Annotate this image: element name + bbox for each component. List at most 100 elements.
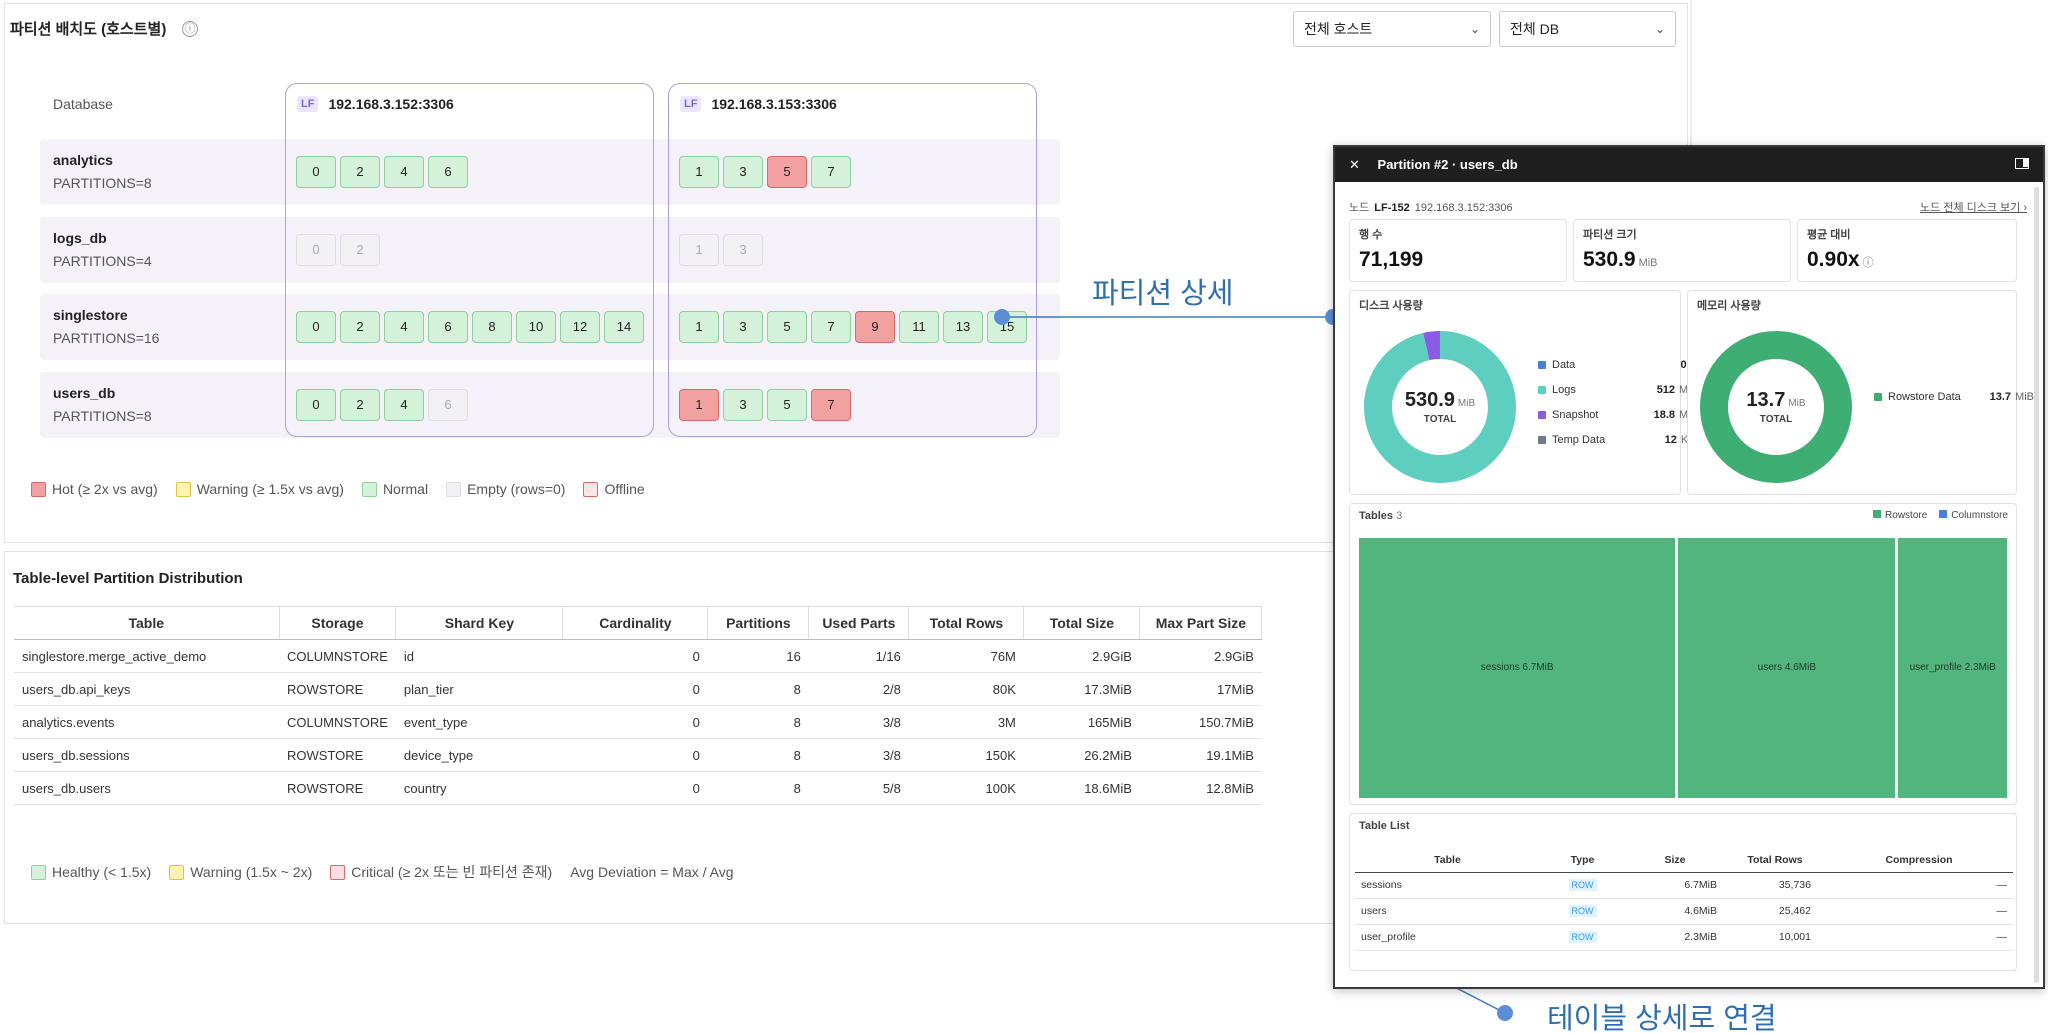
treemap-tile[interactable]: user_profile 2.3MiB (1898, 538, 2007, 798)
partition-cell[interactable]: 6 (428, 156, 468, 188)
info-icon[interactable]: ⓘ (182, 21, 198, 37)
column-header[interactable]: Type (1540, 849, 1625, 873)
table-name-link[interactable]: users (1355, 898, 1540, 925)
partition-cell[interactable]: 5 (767, 389, 807, 421)
partition-cell[interactable]: 1 (679, 156, 719, 188)
partition-cell[interactable]: 3 (723, 389, 763, 421)
table-cell: — (1825, 924, 2013, 951)
table-cell: ROW (1540, 898, 1625, 925)
table-list-row[interactable]: user_profile ROW 2.3MiB 10,001— (1355, 924, 2013, 951)
node-name: LF-152 (1374, 202, 1410, 214)
donut-legend-item: Temp Data12KiB (1538, 434, 1708, 446)
partition-cell[interactable]: 4 (384, 389, 424, 421)
table-row[interactable]: users_db.sessions ROWSTORE device_type 0 8 3/… (14, 738, 1262, 772)
partition-cell[interactable]: 6 (428, 311, 468, 343)
partition-cell[interactable]: 7 (811, 156, 851, 188)
type-badge: ROW (1568, 905, 1597, 917)
partition-cell[interactable]: 7 (811, 389, 851, 421)
table-cell: 0 (562, 672, 708, 706)
column-header[interactable]: Shard Key (395, 606, 564, 640)
partition-cell[interactable]: 5 (767, 156, 807, 188)
legend-swatch (1874, 393, 1882, 401)
partition-cell[interactable]: 2 (340, 389, 380, 421)
column-header[interactable]: Used Parts (808, 606, 910, 640)
table-cell: 0 (562, 738, 708, 772)
partition-cell[interactable]: 13 (943, 311, 983, 343)
table-row[interactable]: users_db.users ROWSTORE country 0 8 5/8 100K 18… (14, 771, 1262, 805)
table-name-link[interactable]: user_profile (1355, 924, 1540, 951)
partition-cell[interactable]: 14 (604, 311, 644, 343)
table-name-link[interactable]: sessions (1355, 872, 1540, 899)
column-header[interactable]: Size (1625, 849, 1725, 873)
partition-cell[interactable]: 1 (679, 234, 719, 266)
partition-cell[interactable]: 5 (767, 311, 807, 343)
treemap-tile[interactable]: users 4.6MiB (1678, 538, 1896, 798)
scrollbar[interactable] (2034, 187, 2039, 983)
db-filter-select[interactable]: 전체 DB ⌄ (1499, 11, 1676, 47)
partition-cell[interactable]: 4 (384, 156, 424, 188)
column-header[interactable]: Compression (1825, 849, 2013, 873)
table-cell: 76M (908, 639, 1024, 673)
close-icon[interactable]: ✕ (1349, 157, 1360, 172)
partition-cell[interactable]: 0 (296, 234, 336, 266)
legend-swatch (361, 481, 377, 497)
table-list-row[interactable]: sessions ROW 6.7MiB 35,736— (1355, 872, 2013, 899)
column-header[interactable]: Partitions (707, 606, 810, 640)
table-row[interactable]: users_db.api_keys ROWSTORE plan_tier 0 8 2/8 8… (14, 672, 1262, 706)
info-icon: ⓘ (1862, 257, 1874, 269)
table-row[interactable]: singlestore.merge_active_demo COLUMNSTORE… (14, 639, 1262, 673)
column-header[interactable]: Storage (279, 606, 397, 640)
column-header[interactable]: Total Size (1023, 606, 1141, 640)
partition-cell[interactable]: 2 (340, 234, 380, 266)
partition-cell[interactable]: 10 (516, 311, 556, 343)
table-cell: 5/8 (808, 771, 909, 805)
partition-cell[interactable]: 4 (384, 311, 424, 343)
partition-cell[interactable]: 3 (723, 234, 763, 266)
partition-cell[interactable]: 6 (428, 389, 468, 421)
db-partitions: PARTITIONS=8 (53, 175, 152, 191)
partition-cell[interactable]: 12 (560, 311, 600, 343)
partition-cell[interactable]: 7 (811, 311, 851, 343)
partition-cell[interactable]: 0 (296, 389, 336, 421)
partition-cell[interactable]: 1 (679, 311, 719, 343)
node-disk-link[interactable]: 노드 전체 디스크 보기 › (1920, 202, 2027, 214)
column-header[interactable]: Cardinality (562, 606, 709, 640)
placement-title: 파티션 배치도 (호스트별) (10, 21, 167, 38)
partition-cell[interactable]: 11 (899, 311, 939, 343)
partition-cell[interactable]: 9 (855, 311, 895, 343)
partition-cell[interactable]: 2 (340, 156, 380, 188)
stat-value: 530.9 MiB (1583, 248, 1658, 271)
legend-swatch (583, 481, 599, 497)
legend-label: Healthy (< 1.5x) (52, 864, 152, 880)
column-header[interactable]: Total Rows (1725, 849, 1825, 873)
partition-cell[interactable]: 1 (679, 389, 719, 421)
disk-total: 530.9 MiB TOTAL (1404, 389, 1476, 425)
table-list-row[interactable]: users ROW 4.6MiB 25,462— (1355, 898, 2013, 925)
partition-cell[interactable]: 0 (296, 156, 336, 188)
type-badge: ROW (1568, 931, 1597, 943)
partition-cell[interactable]: 0 (296, 311, 336, 343)
node-label: 노드 (1349, 202, 1370, 214)
partition-cell[interactable]: 3 (723, 311, 763, 343)
table-list-title: Table List (1359, 820, 1410, 832)
column-header[interactable]: Max Part Size (1139, 606, 1263, 640)
column-header[interactable]: Total Rows (908, 606, 1025, 640)
host-filter-select[interactable]: 전체 호스트 ⌄ (1293, 11, 1491, 47)
legend-label: Snapshot (1552, 409, 1599, 421)
legend-label: Warning (≥ 1.5x vs avg) (196, 481, 344, 497)
partition-cell[interactable]: 3 (723, 156, 763, 188)
table-cell: 1/16 (808, 639, 909, 673)
partition-cell[interactable]: 8 (472, 311, 512, 343)
legend-label: Data (1552, 359, 1576, 371)
table-row[interactable]: analytics.events COLUMNSTORE event_type 0 8 3… (14, 705, 1262, 739)
column-header[interactable]: Table (1355, 849, 1540, 873)
column-header[interactable]: Table (14, 606, 280, 640)
table-cell: users_db.users (14, 771, 279, 805)
partition-cell[interactable]: 2 (340, 311, 380, 343)
treemap-tile[interactable]: sessions 6.7MiB (1359, 538, 1676, 798)
distribution-title: Table-level Partition Distribution (13, 570, 243, 587)
db-name: logs_db (53, 230, 107, 246)
legend-swatch (175, 481, 191, 497)
expand-icon[interactable] (2015, 158, 2029, 169)
memory-title: 메모리 사용량 (1697, 300, 1761, 312)
